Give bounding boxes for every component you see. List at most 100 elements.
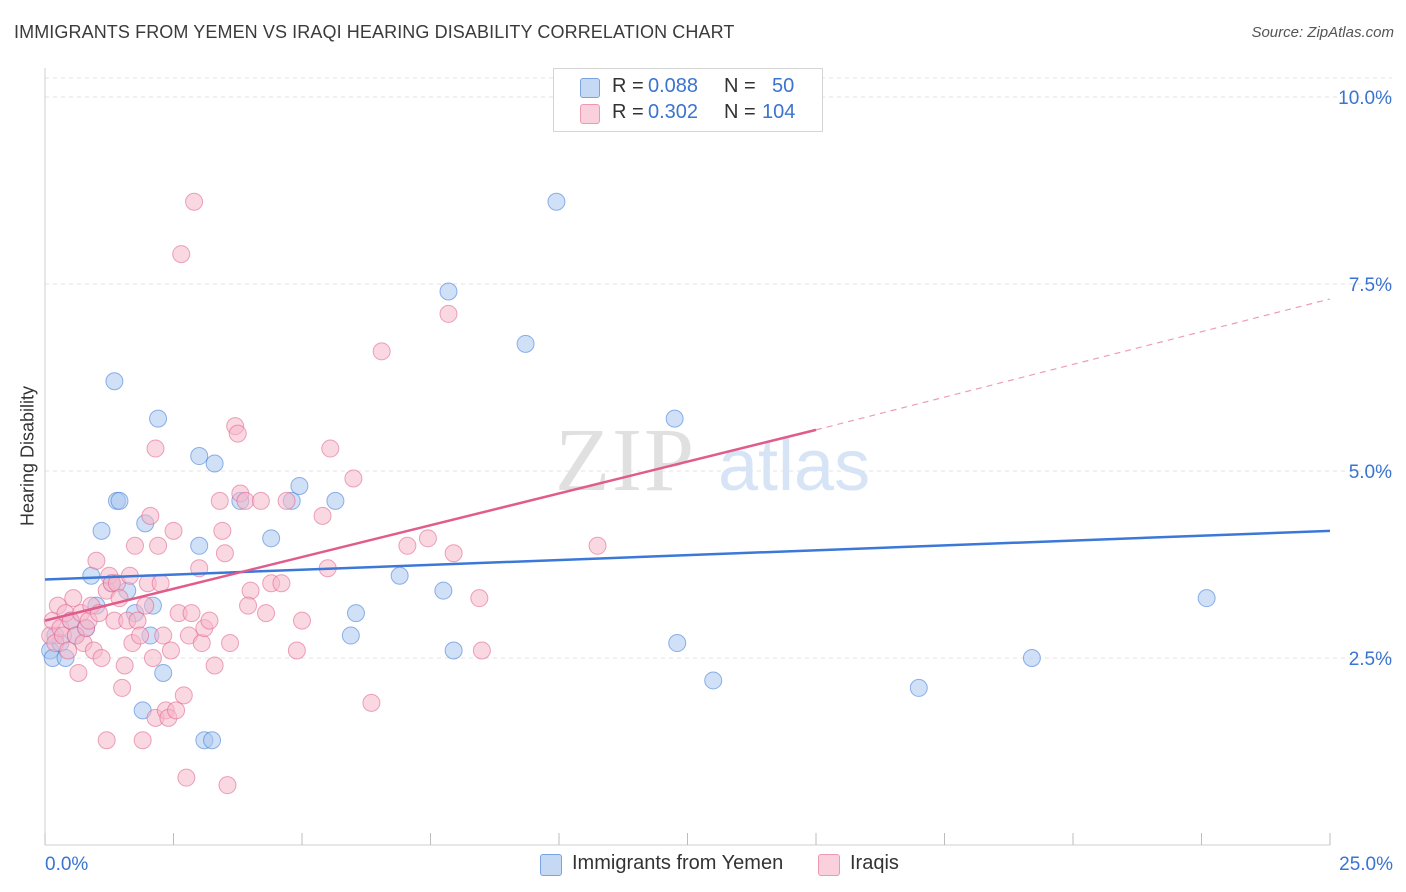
- data-point: [87, 551, 106, 570]
- data-point: [313, 506, 332, 525]
- data-point: [239, 596, 258, 615]
- data-point: [390, 566, 409, 585]
- data-point: [125, 536, 144, 555]
- data-point: [228, 424, 247, 443]
- bottom-swatch-yemen: [540, 854, 562, 876]
- data-point: [151, 574, 170, 593]
- data-point: [251, 491, 270, 510]
- y-tick-label: 7.5%: [1349, 275, 1392, 296]
- data-point: [257, 604, 276, 623]
- data-point: [182, 604, 201, 623]
- data-point: [418, 529, 437, 548]
- data-point: [205, 656, 224, 675]
- data-point: [172, 245, 191, 264]
- data-point: [221, 634, 240, 653]
- data-point: [141, 506, 160, 525]
- data-point: [470, 589, 489, 608]
- data-point: [290, 476, 309, 495]
- data-point: [200, 611, 219, 630]
- y-tick-label: 5.0%: [1349, 462, 1392, 483]
- data-point: [362, 693, 381, 712]
- data-point: [185, 192, 204, 211]
- data-point: [272, 574, 291, 593]
- data-point: [472, 641, 491, 660]
- data-point: [205, 454, 224, 473]
- data-point: [326, 491, 345, 510]
- n-value: 50: [772, 75, 795, 97]
- data-point: [154, 626, 173, 645]
- data-point: [92, 521, 111, 540]
- data-point: [149, 536, 168, 555]
- trend-line: [44, 529, 1331, 581]
- data-point: [64, 589, 83, 608]
- data-point: [136, 596, 155, 615]
- data-point: [321, 439, 340, 458]
- data-point: [133, 731, 152, 750]
- data-point: [262, 529, 281, 548]
- data-point: [131, 626, 150, 645]
- data-point: [69, 663, 88, 682]
- chart-title: IMMIGRANTS FROM YEMEN VS IRAQI HEARING D…: [14, 22, 735, 42]
- data-point: [174, 686, 193, 705]
- bottom-swatch-iraqis: [818, 854, 840, 876]
- r-value: 0.088: [648, 75, 699, 97]
- data-point: [547, 192, 566, 211]
- data-point: [287, 641, 306, 660]
- data-point: [167, 701, 186, 720]
- data-point: [203, 731, 222, 750]
- y-tick-label: 10.0%: [1338, 88, 1392, 109]
- data-point: [444, 544, 463, 563]
- data-point: [143, 649, 162, 667]
- y-tick-label: 2.5%: [1349, 649, 1392, 670]
- data-point: [704, 671, 723, 690]
- data-point: [665, 409, 684, 428]
- data-point: [161, 641, 180, 660]
- trend-line-extension: [815, 298, 1331, 431]
- data-point: [439, 304, 458, 323]
- r-label: R =: [612, 75, 644, 97]
- r-label: R =: [612, 101, 644, 123]
- data-point: [190, 536, 209, 555]
- data-point: [115, 656, 134, 675]
- data-point: [344, 469, 363, 488]
- data-point: [1197, 589, 1216, 608]
- data-point: [434, 581, 453, 600]
- data-point: [215, 544, 234, 563]
- data-point: [909, 678, 928, 697]
- source-label: Source: ZipAtlas.com: [1251, 24, 1394, 41]
- data-point: [341, 626, 360, 645]
- data-point: [346, 604, 365, 623]
- data-point: [59, 641, 78, 660]
- n-label: N =: [724, 75, 756, 97]
- data-point: [236, 491, 255, 510]
- data-point: [97, 731, 116, 750]
- data-point: [277, 491, 296, 510]
- data-point: [149, 409, 168, 428]
- watermark: ZIP atlas: [555, 411, 870, 510]
- legend-swatch-iraqis: [580, 104, 600, 124]
- data-point: [92, 649, 111, 667]
- x-tick-label: 25.0%: [1339, 854, 1393, 875]
- data-point: [516, 334, 535, 353]
- data-point: [105, 372, 124, 391]
- data-point: [110, 491, 129, 510]
- tick-labels: 2.5% 5.0% 7.5% 10.0% 0.0% 25.0%: [45, 88, 1393, 875]
- data-point: [439, 282, 458, 301]
- data-point: [588, 536, 607, 555]
- data-point: [164, 521, 183, 540]
- data-point: [213, 521, 232, 540]
- axes: [44, 68, 1331, 846]
- data-point: [668, 634, 687, 653]
- data-point: [293, 611, 311, 630]
- bottom-legend-label: Iraqis: [850, 852, 899, 874]
- data-point: [128, 611, 147, 630]
- bottom-legend-label: Immigrants from Yemen: [572, 852, 784, 874]
- stats-legend: R = 0.088 N = 50 R = 0.302 N = 104: [553, 68, 823, 132]
- data-point: [218, 776, 237, 795]
- data-point: [192, 634, 211, 653]
- data-point: [241, 581, 260, 600]
- n-label: N =: [724, 101, 756, 123]
- data-point: [372, 342, 391, 361]
- trend-line: [44, 428, 817, 622]
